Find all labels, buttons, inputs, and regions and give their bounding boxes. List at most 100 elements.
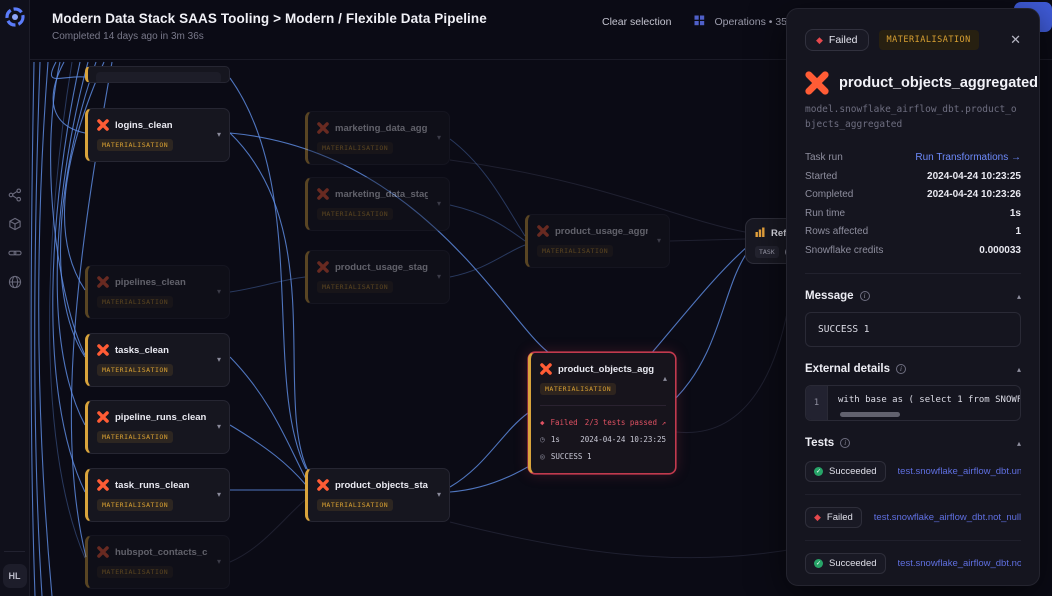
node-title: product_usage_aggregated xyxy=(555,225,648,237)
dbt-icon xyxy=(97,119,109,131)
app-logo-icon[interactable] xyxy=(4,7,25,27)
user-avatar[interactable]: HL xyxy=(2,564,27,588)
materialisation-badge: MATERIALISATION xyxy=(97,431,174,443)
dbt-icon xyxy=(537,225,549,237)
test-row: ✓ Succeeded test.snowflake_airflow_dbt.u… xyxy=(805,449,1021,496)
tests-passed-link[interactable]: 2/3 tests passed ↗ xyxy=(584,418,666,427)
external-details-heading: External details xyxy=(805,363,891,376)
graph-node-marketing-data-staging[interactable]: marketing_data_staging ▾ MATERIALISATION xyxy=(305,177,450,231)
close-icon[interactable]: ✕ xyxy=(1010,32,1021,47)
graph-node-product-objects-aggregated-selected[interactable]: product_objects_aggregated ▴ MATERIALISA… xyxy=(528,352,676,474)
link-icon[interactable] xyxy=(7,246,22,260)
breadcrumb: Modern Data Stack SAAS Tooling > Modern … xyxy=(52,11,487,26)
chevron-down-icon[interactable]: ▾ xyxy=(436,490,441,499)
graph-node-logins-clean[interactable]: logins_clean ▾ MATERIALISATION xyxy=(85,108,230,162)
graph-node-pipelines-clean[interactable]: pipelines_clean ▾ MATERIALISATION xyxy=(85,265,230,319)
run-transformations-link[interactable]: Run Transformations → xyxy=(915,152,1021,164)
graph-node-product-usage-staging[interactable]: product_usage_staging ▾ MATERIALISATION xyxy=(305,250,450,304)
test-link[interactable]: test.snowflake_airflow_dbt.not_null_pr xyxy=(873,512,1021,524)
node-title: pipelines_clean xyxy=(115,276,186,288)
chevron-down-icon[interactable]: ▾ xyxy=(216,130,221,139)
node-message: SUCCESS 1 xyxy=(550,452,592,461)
graph-node-task-runs-clean[interactable]: task_runs_clean ▾ MATERIALISATION xyxy=(85,468,230,522)
chevron-down-icon[interactable]: ▾ xyxy=(216,355,221,364)
collapse-icon[interactable]: ▴ xyxy=(1016,438,1021,448)
panel-title: product_objects_aggregated xyxy=(839,75,1039,91)
status-badge-label: Failed xyxy=(828,34,858,46)
dbt-icon xyxy=(97,479,109,491)
sql-code-block[interactable]: 1 with base as ( select 1 from SNOWFLAKE xyxy=(805,385,1021,422)
message-content: SUCCESS 1 xyxy=(805,312,1021,348)
dbt-icon xyxy=(540,363,552,375)
graph-node-pipeline-runs-clean[interactable]: pipeline_runs_clean ▾ MATERIALISATION xyxy=(85,400,230,454)
dbt-icon xyxy=(317,188,329,200)
chevron-down-icon[interactable]: ▾ xyxy=(436,272,441,281)
meta-label: Task run xyxy=(805,152,843,164)
sidebar-divider xyxy=(4,551,25,552)
node-title: pipeline_runs_clean xyxy=(115,411,207,423)
graph-node-tasks-clean[interactable]: tasks_clean ▾ MATERIALISATION xyxy=(85,333,230,387)
dbt-icon xyxy=(97,276,109,288)
chevron-up-icon[interactable]: ▴ xyxy=(662,374,667,383)
graph-node-product-usage-aggregated[interactable]: product_usage_aggregated ▾ MATERIALISATI… xyxy=(525,214,670,268)
operations-count[interactable]: Operations • 35 xyxy=(714,16,788,28)
failed-diamond-icon: ◆ xyxy=(816,34,823,45)
meta-value: 1s xyxy=(1009,207,1021,219)
node-title: marketing_data_staging xyxy=(335,188,428,200)
failed-diamond-icon: ◆ xyxy=(814,512,821,523)
cube-icon[interactable] xyxy=(8,217,22,231)
tests-heading: Tests xyxy=(805,437,835,450)
meta-value: 2024-04-24 10:23:25 xyxy=(927,170,1021,182)
info-icon: i xyxy=(840,438,851,449)
node-title: product_usage_staging xyxy=(335,261,428,273)
meta-row-task-run: Task run Run Transformations → xyxy=(805,148,1021,167)
materialisation-badge: MATERIALISATION xyxy=(97,296,174,308)
globe-icon[interactable] xyxy=(8,275,22,289)
collapse-icon[interactable]: ▴ xyxy=(1016,364,1021,374)
materialisation-badge: MATERIALISATION xyxy=(97,364,174,376)
clear-selection-button[interactable]: Clear selection xyxy=(602,16,672,28)
dbt-icon xyxy=(97,344,109,356)
clock-icon: ◷ xyxy=(540,435,545,444)
graph-node-marketing-data-aggregated[interactable]: marketing_data_aggregated ▾ MATERIALISAT… xyxy=(305,111,450,165)
dbt-icon xyxy=(317,479,329,491)
materialisation-badge: MATERIALISATION xyxy=(878,30,979,50)
test-status-label: Succeeded xyxy=(829,558,877,570)
graph-node-hubspot-contacts-clean[interactable]: hubspot_contacts_clean ▾ MATERIALISATION xyxy=(85,535,230,589)
materialisation-badge: MATERIALISATION xyxy=(537,245,614,257)
dbt-icon xyxy=(317,261,329,273)
pipeline-graph-icon[interactable] xyxy=(8,188,22,202)
test-status-badge: ◆ Failed xyxy=(805,507,862,529)
chevron-down-icon[interactable]: ▾ xyxy=(216,557,221,566)
info-icon: i xyxy=(859,291,870,302)
chevron-down-icon[interactable]: ▾ xyxy=(436,199,441,208)
meta-label: Snowflake credits xyxy=(805,244,884,256)
test-link[interactable]: test.snowflake_airflow_dbt.not_null_pr xyxy=(897,558,1021,570)
materialisation-badge: MATERIALISATION xyxy=(540,383,617,395)
chevron-down-icon[interactable]: ▾ xyxy=(216,490,221,499)
test-status-badge: ✓ Succeeded xyxy=(805,461,886,483)
chevron-down-icon[interactable]: ▾ xyxy=(216,287,221,296)
dbt-icon xyxy=(97,411,109,423)
graph-node-product-objects-staging[interactable]: product_objects_staging ▾ MATERIALISATIO… xyxy=(305,468,450,522)
meta-label: Run time xyxy=(805,207,846,219)
materialisation-badge: MATERIALISATION xyxy=(97,139,174,151)
materialisation-badge: MATERIALISATION xyxy=(317,142,394,154)
collapse-icon[interactable]: ▴ xyxy=(1016,291,1021,301)
chevron-down-icon[interactable]: ▾ xyxy=(216,422,221,431)
node-title: marketing_data_aggregated xyxy=(335,122,428,134)
chevron-down-icon[interactable]: ▾ xyxy=(436,133,441,142)
node-title: product_objects_aggregated xyxy=(558,363,654,375)
chevron-down-icon[interactable]: ▾ xyxy=(656,236,661,245)
header: Modern Data Stack SAAS Tooling > Modern … xyxy=(30,0,1052,60)
meta-row-started: Started 2024-04-24 10:23:25 xyxy=(805,167,1021,186)
materialisation-badge: MATERIALISATION xyxy=(317,208,394,220)
line-number: 1 xyxy=(806,386,828,421)
horizontal-scrollbar[interactable] xyxy=(840,412,900,418)
dbt-icon xyxy=(97,546,109,558)
node-title: tasks_clean xyxy=(115,344,169,356)
graph-node-partial[interactable] xyxy=(85,66,230,83)
test-status-label: Failed xyxy=(826,512,853,524)
test-link[interactable]: test.snowflake_airflow_dbt.unique_pro xyxy=(897,466,1021,478)
